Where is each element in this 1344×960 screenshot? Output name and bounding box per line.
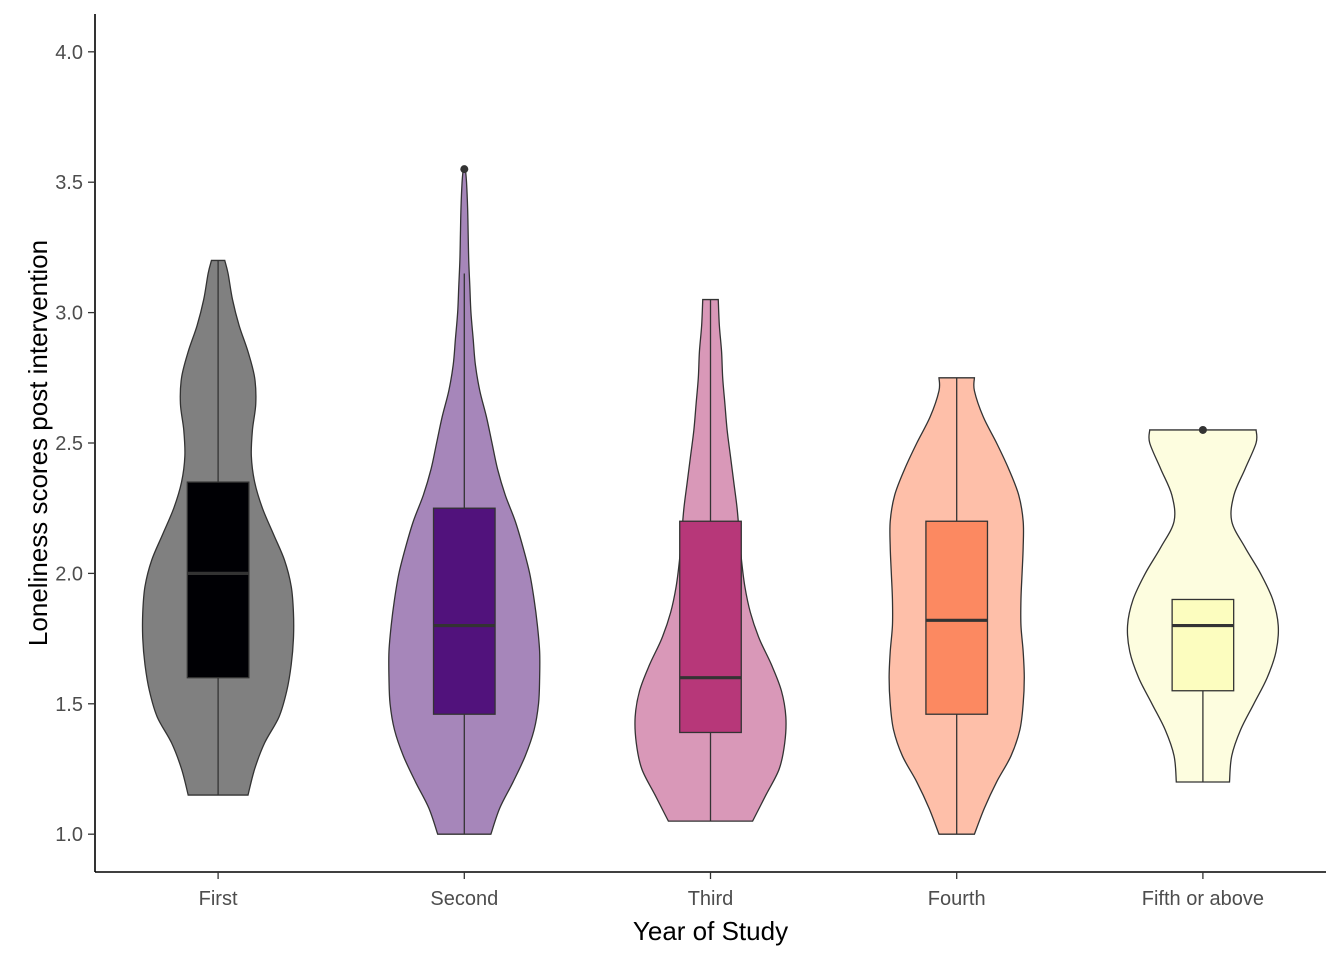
box-fifth-or-above xyxy=(1171,598,1235,692)
y-axis-ticks: 1.0 1.5 2.0 2.5 3.0 3.5 4.0 xyxy=(55,42,95,846)
box-third xyxy=(679,520,742,734)
x-axis-ticks: First Second Third Fourth Fifth or above xyxy=(199,872,1264,910)
y-tick-label: 3.5 xyxy=(55,172,83,194)
x-tick-label: Fifth or above xyxy=(1142,888,1264,910)
y-tick-label: 2.5 xyxy=(55,433,83,455)
y-tick-label: 3.0 xyxy=(55,303,83,325)
x-tick-label: Fourth xyxy=(928,888,986,910)
box-second xyxy=(432,507,496,715)
box-fourth xyxy=(925,520,989,715)
violin-group-second xyxy=(388,165,541,835)
plot-area xyxy=(141,165,1280,835)
violin-group-fifth-or-above xyxy=(1126,425,1280,783)
x-tick-label: Second xyxy=(430,888,498,910)
outlier-point-second-0 xyxy=(460,165,469,174)
x-axis-title: Year of Study xyxy=(633,916,788,946)
violin-group-first xyxy=(141,259,295,796)
y-axis-title: Loneliness scores post intervention xyxy=(23,240,53,646)
violin-group-fourth xyxy=(888,377,1025,835)
violin-group-third xyxy=(634,298,787,822)
y-tick-label: 4.0 xyxy=(55,42,83,64)
outlier-point-fifth-or-above-0 xyxy=(1198,425,1207,434)
x-tick-label: Third xyxy=(688,888,734,910)
y-tick-label: 2.0 xyxy=(55,563,83,585)
y-tick-label: 1.5 xyxy=(55,694,83,716)
box-first xyxy=(186,481,250,679)
y-tick-label: 1.0 xyxy=(55,824,83,846)
x-tick-label: First xyxy=(199,888,238,910)
